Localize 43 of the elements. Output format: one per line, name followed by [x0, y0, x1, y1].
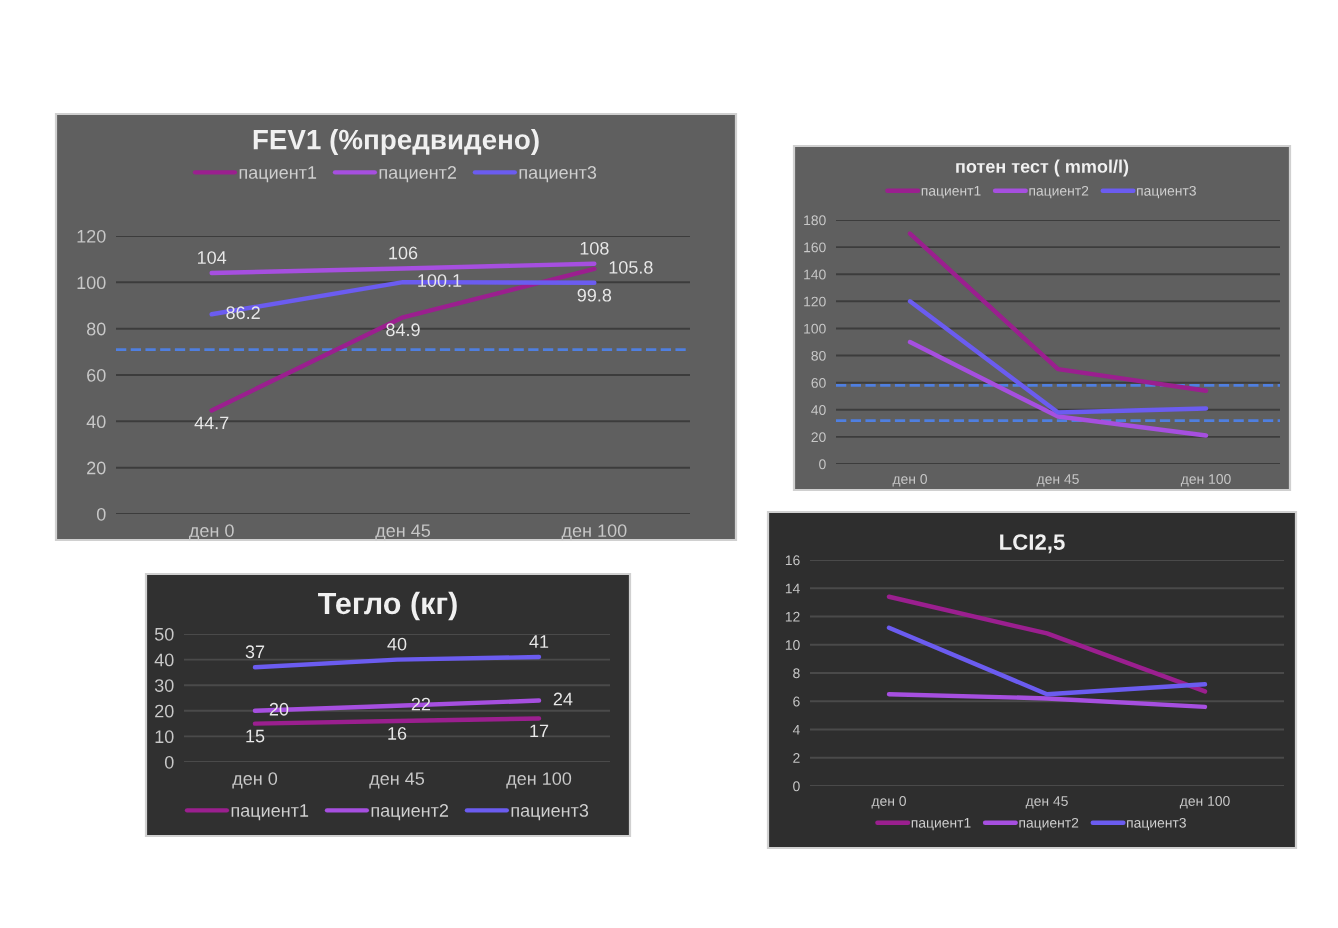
legend-label: пациент3 [519, 166, 597, 183]
data-label: 104 [197, 251, 227, 264]
data-label: 40 [387, 637, 407, 651]
x-tick-label: ден 100 [506, 772, 572, 789]
chart-title: FEV1 (%предвидено) [253, 129, 539, 155]
data-label: 15 [246, 729, 265, 743]
data-label: 17 [530, 724, 549, 738]
y-tick-label: 10 [155, 730, 174, 744]
legend-label: пациент3 [511, 804, 589, 821]
data-label: 44.7 [194, 416, 229, 430]
data-label: 84.9 [386, 323, 420, 337]
x-tick-label: ден 45 [369, 772, 425, 789]
data-label: 37 [245, 645, 265, 659]
y-tick-label: 40 [86, 415, 106, 429]
y-tick-label: 80 [86, 322, 106, 336]
y-tick-label: 30 [154, 679, 174, 692]
legend-label: пациент2 [379, 166, 457, 183]
y-tick-label: 0 [96, 507, 106, 521]
x-tick-label: ден 45 [375, 524, 431, 541]
y-tick-label: 20 [155, 704, 174, 718]
y-tick-label: 40 [154, 653, 174, 667]
data-label: 41 [529, 635, 549, 648]
data-label: 99.8 [577, 288, 612, 302]
data-label: 106 [389, 246, 418, 260]
y-tick-label: 20 [87, 461, 106, 475]
chart-title: потен тест ( mmol/l) [956, 159, 1129, 177]
data-label: 16 [388, 727, 407, 740]
x-tick-label: ден 0 [232, 772, 278, 789]
chart-title: Тегло (кг) [318, 591, 457, 621]
legend-label: пациент2 [371, 804, 449, 821]
x-tick-label: ден 0 [189, 524, 234, 541]
data-label: 108 [580, 241, 609, 255]
x-tick-label: ден 100 [561, 524, 627, 541]
y-tick-label: 0 [164, 755, 174, 769]
data-label: 105.8 [609, 260, 653, 274]
chart-title: LCI2,5 [1000, 534, 1065, 554]
data-label: 24 [553, 692, 573, 706]
y-tick-label: 60 [87, 368, 106, 382]
legend-label: пациент1 [239, 166, 317, 183]
y-tick-label: 100 [77, 276, 106, 290]
y-tick-label: 50 [154, 627, 174, 641]
legend-label: пациент1 [231, 804, 309, 821]
y-tick-label: 120 [77, 229, 106, 243]
